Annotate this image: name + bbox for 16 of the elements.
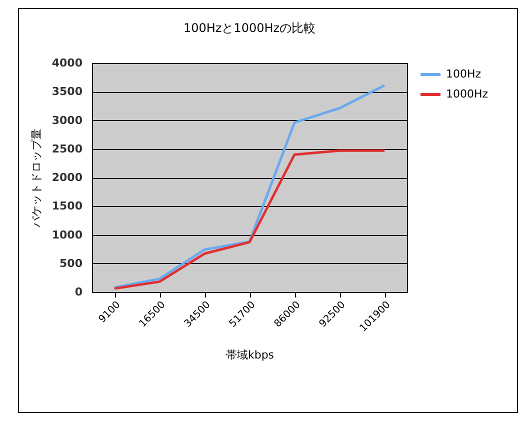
y-tick-label: 2000: [52, 171, 83, 184]
y-axis-title: パケットドロップ量: [30, 128, 43, 228]
y-tick-label: 3500: [52, 85, 83, 98]
y-tick-label: 1500: [52, 200, 83, 213]
y-tick-label: 4000: [52, 56, 83, 70]
y-tick-label: 3000: [52, 114, 83, 127]
line-series: [113, 84, 386, 289]
y-tick-label: 500: [60, 256, 83, 270]
legend-label: 100Hz: [446, 68, 482, 80]
legend-label: 1000Hz: [446, 88, 488, 100]
y-tick-label: 2500: [52, 142, 83, 156]
chart-title: 100Hzと1000Hzの比較: [183, 21, 316, 35]
y-tick-label: 0: [74, 286, 83, 298]
x-axis-title: 帯域kbps: [226, 348, 274, 362]
line-series: [113, 149, 386, 290]
y-tick-label: 1000: [52, 228, 83, 242]
